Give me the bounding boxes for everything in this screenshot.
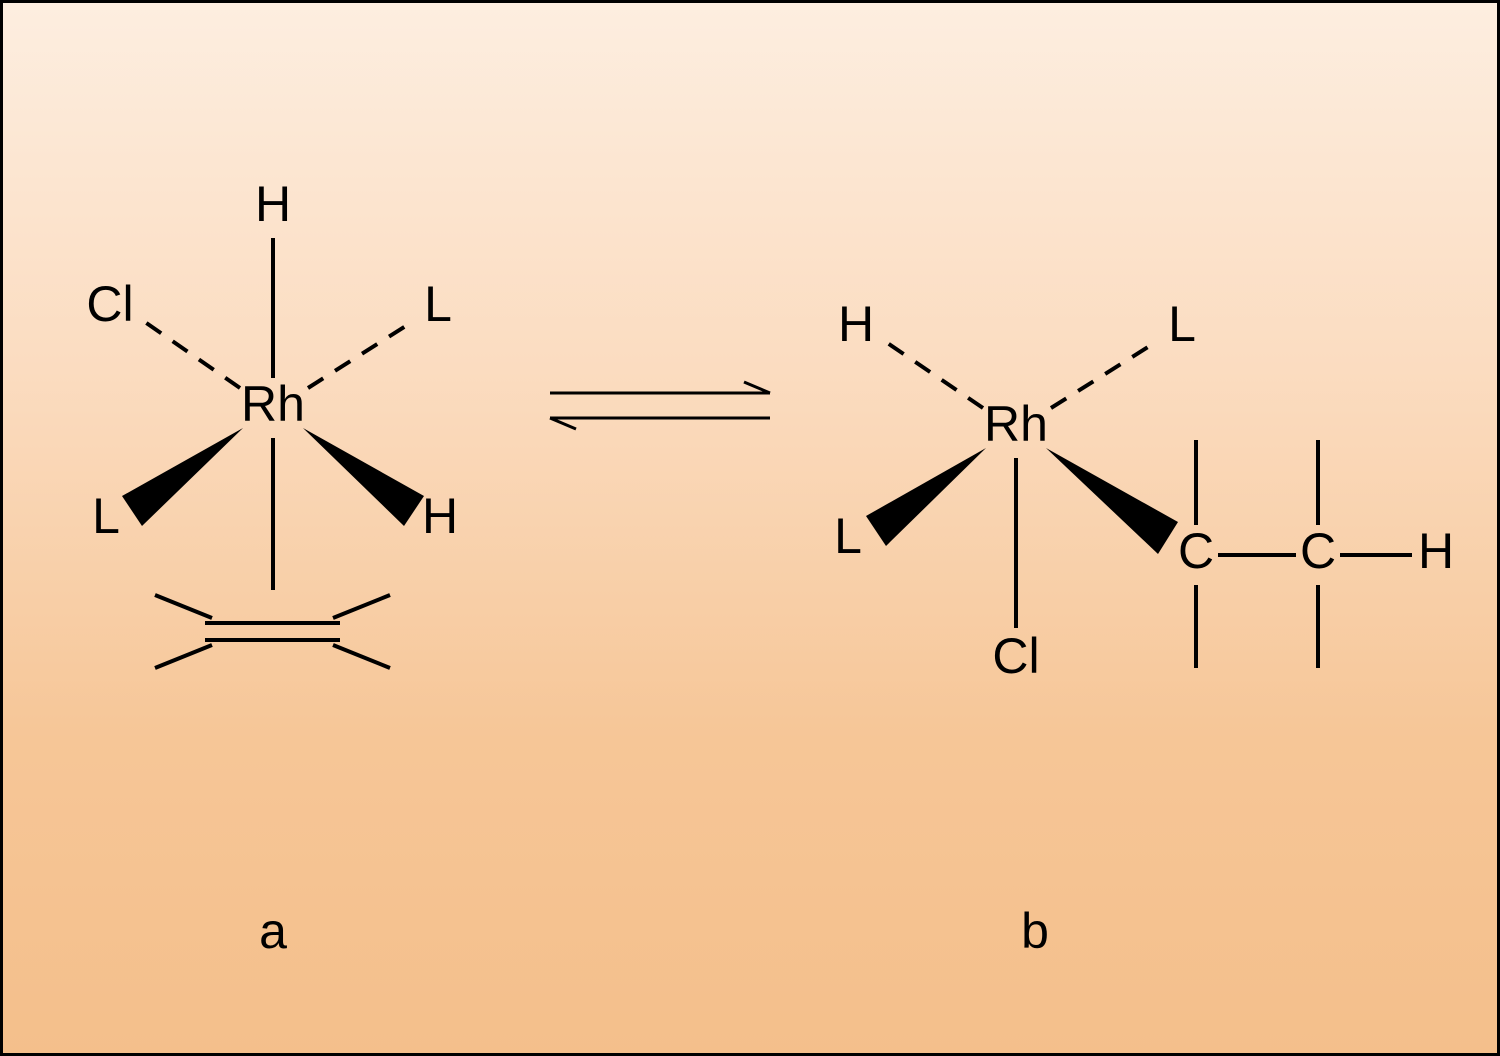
atom-rh-a: Rh — [241, 376, 305, 432]
atom-cl: Cl — [86, 276, 133, 332]
atom-cl: Cl — [992, 628, 1039, 684]
atom-c: C — [1300, 523, 1336, 579]
atom-h: H — [838, 296, 874, 352]
structure-label-b: b — [1021, 903, 1049, 959]
atom-h: H — [422, 488, 458, 544]
structure-label-a: a — [259, 903, 287, 959]
atom-c: C — [1178, 523, 1214, 579]
atom-h: H — [1418, 523, 1454, 579]
atom-l: L — [1168, 296, 1196, 352]
atom-l: L — [834, 508, 862, 564]
atom-rh-b: Rh — [984, 396, 1048, 452]
atom-l: L — [424, 276, 452, 332]
chemistry-diagram: Rh H Cl L L Ha Rh H L L Cl C C Hb — [0, 0, 1500, 1056]
atom-l: L — [92, 488, 120, 544]
atom-h: H — [255, 176, 291, 232]
